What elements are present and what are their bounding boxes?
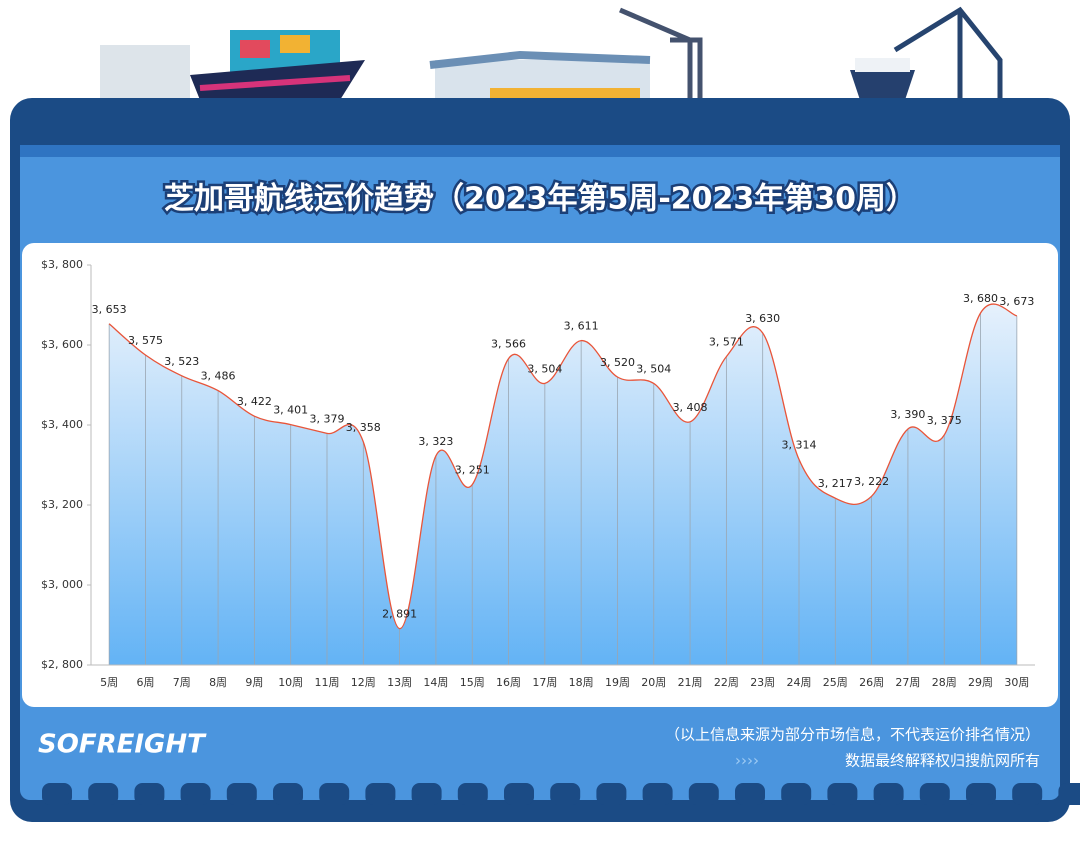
scallop (504, 783, 534, 805)
x-tick-label: 19周 (605, 676, 630, 689)
value-label: 3, 504 (636, 362, 671, 375)
scallop (457, 783, 488, 805)
value-label: 3, 653 (92, 303, 127, 316)
scallop (42, 783, 72, 805)
value-label: 3, 680 (963, 292, 998, 305)
scallop (273, 783, 303, 805)
value-label: 3, 520 (600, 356, 635, 369)
value-label: 3, 314 (782, 438, 817, 451)
scallop (319, 783, 350, 805)
scallop (1058, 783, 1080, 805)
scallop (1012, 783, 1043, 805)
logo: SOFREIGHT (38, 730, 207, 760)
value-label: 3, 401 (273, 404, 308, 417)
x-tick-label: 30周 (1004, 676, 1029, 689)
value-label: 3, 422 (237, 395, 272, 408)
panel-band (20, 145, 1060, 157)
scallop (873, 783, 904, 805)
decoration (100, 6, 1003, 100)
value-label: 3, 504 (527, 362, 562, 375)
scallop (966, 783, 996, 805)
value-label: 3, 566 (491, 338, 526, 351)
scallop (919, 783, 950, 805)
x-tick-label: 13周 (387, 676, 412, 689)
value-label: 3, 523 (164, 355, 199, 368)
rights-note: 数据最终解释权归搜航网所有 (845, 752, 1040, 770)
value-label: 3, 375 (927, 414, 962, 427)
value-label: 3, 358 (346, 421, 381, 434)
chevrons: ›››› (735, 752, 759, 770)
x-tick-label: 21周 (678, 676, 703, 689)
x-tick-label: 17周 (532, 676, 557, 689)
y-tick-label: $3, 800 (41, 258, 83, 271)
source-note: （以上信息来源为部分市场信息，不代表运价排名情况） (665, 726, 1040, 744)
value-label: 2, 891 (382, 608, 417, 621)
plot: $2, 800 $3, 000 $3, 200 $3, 400 $3, 600 $3, 8… (41, 258, 1035, 689)
x-tick-label: 6周 (136, 676, 154, 689)
value-label: 3, 408 (673, 401, 708, 414)
value-label: 3, 673 (999, 295, 1034, 308)
x-tick-label: 11周 (315, 676, 340, 689)
x-tick-label: 22周 (714, 676, 739, 689)
value-label: 3, 379 (310, 412, 345, 425)
scallop (180, 783, 211, 805)
value-label: 3, 222 (854, 475, 889, 488)
value-label: 3, 630 (745, 312, 780, 325)
x-tick-label: 10周 (278, 676, 303, 689)
x-tick-label: 28周 (932, 676, 957, 689)
x-tick-label: 15周 (460, 676, 485, 689)
x-tick-label: 8周 (209, 676, 227, 689)
x-tick-label: 27周 (895, 676, 920, 689)
x-tick-label: 14周 (423, 676, 448, 689)
scallop (411, 783, 442, 805)
scallop (596, 783, 627, 805)
x-tick-label: 16周 (496, 676, 521, 689)
scallop (827, 783, 858, 805)
value-label: 3, 323 (418, 435, 453, 448)
scallop (88, 783, 119, 805)
x-tick-label: 9周 (245, 676, 263, 689)
value-label: 3, 390 (890, 408, 925, 421)
area (109, 304, 1017, 665)
value-label: 3, 486 (201, 370, 236, 383)
scallop (550, 783, 581, 805)
value-label: 3, 575 (128, 334, 163, 347)
value-label: 3, 571 (709, 336, 744, 349)
x-tick-label: 7周 (173, 676, 191, 689)
y-tick-label: $3, 200 (41, 498, 83, 511)
x-tick-label: 23周 (750, 676, 775, 689)
y-tick-label: $3, 600 (41, 338, 83, 351)
x-tick-label: 12周 (351, 676, 376, 689)
scallop (688, 783, 719, 805)
scallop (735, 783, 765, 805)
scallop (365, 783, 396, 805)
x-tick-label: 5周 (100, 676, 118, 689)
scallop (781, 783, 812, 805)
y-tick-label: $3, 000 (41, 578, 83, 591)
x-tick-label: 25周 (823, 676, 848, 689)
y-tick-label: $2, 800 (41, 658, 83, 671)
scallop (134, 783, 165, 805)
line (108, 303, 1018, 630)
x-tick-label: 18周 (569, 676, 594, 689)
value-label: 3, 611 (564, 320, 599, 333)
value-label: 3, 251 (455, 464, 490, 477)
x-tick-label: 20周 (641, 676, 666, 689)
x-tick-label: 24周 (787, 676, 812, 689)
scallop (226, 783, 257, 805)
scallop (642, 783, 673, 805)
y-tick-label: $3, 400 (41, 418, 83, 431)
x-tick-label: 29周 (968, 676, 993, 689)
value-label: 3, 217 (818, 477, 853, 490)
scallops (42, 783, 1080, 805)
x-tick-label: 26周 (859, 676, 884, 689)
chart-title: 芝加哥航线运价趋势（2023年第5周-2023年第30周） (164, 182, 916, 217)
